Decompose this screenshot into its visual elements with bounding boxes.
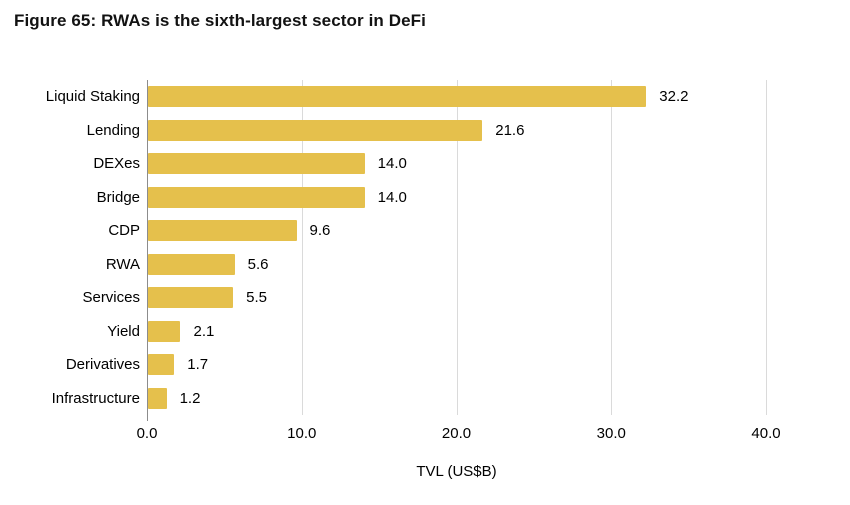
x-gridline [766,80,767,415]
category-label: Lending [86,121,140,139]
bar-value-label: 14.0 [377,155,407,173]
category-label: Derivatives [65,356,140,374]
category-label: DEXes [93,155,140,173]
category-label: CDP [108,222,140,240]
bar-value-label: 14.0 [377,188,407,206]
bar-value-label: 1.7 [187,356,209,374]
bar-value-label: 2.1 [193,322,215,340]
bar-value-label: 21.6 [495,121,525,139]
category-label: Bridge [96,188,140,206]
bar [148,186,365,208]
bar [148,153,365,175]
bar [148,220,297,242]
bar-value-label: 5.5 [246,289,267,307]
x-gridline [611,80,613,415]
bar [148,287,234,309]
x-axis-tick-label: 10.0 [287,425,317,442]
figure-title: Figure 65: RWAs is the sixth-largest sec… [14,11,426,30]
bar-value-label: 32.2 [659,88,689,106]
category-label: Services [82,289,140,307]
category-label: Liquid Staking [45,88,140,106]
x-axis-title: TVL (US$B) [416,463,497,480]
x-axis-tick-label: 20.0 [441,425,472,442]
x-gridline [456,80,458,415]
category-label: Yield [107,322,140,340]
bar [148,387,167,409]
bar-value-label: 1.2 [179,389,201,407]
x-axis-tick-label: 30.0 [596,425,626,442]
bar [148,354,175,376]
bar [148,253,235,275]
bar-value-label: 5.6 [247,255,269,273]
category-label: RWA [105,255,140,273]
bar [148,320,181,342]
bar [148,86,647,108]
x-gridline [301,80,303,415]
y-axis-line [147,80,148,421]
bar [148,119,483,141]
x-axis-tick-label: 40.0 [751,425,781,442]
bar-value-label: 9.6 [309,222,331,240]
x-axis-tick-label: 0.0 [136,425,158,442]
category-label: Infrastructure [51,389,140,407]
